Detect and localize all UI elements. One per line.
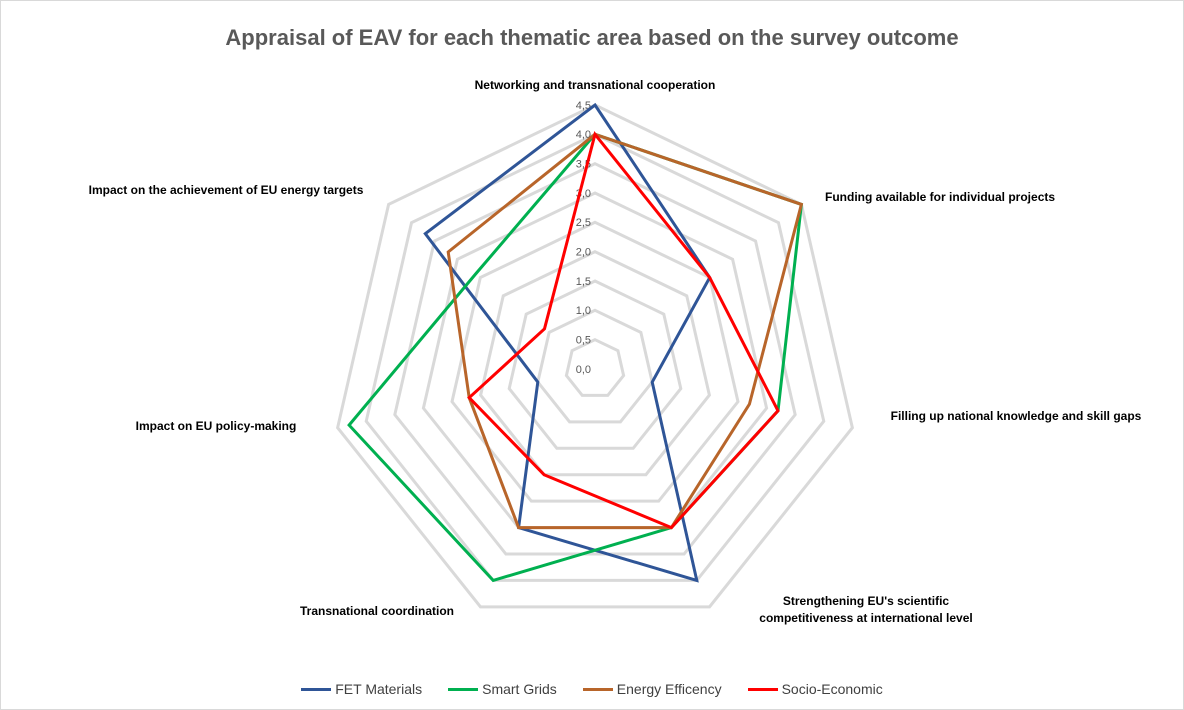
legend-label: Energy Efficency — [616, 681, 722, 697]
legend-swatch — [582, 687, 613, 691]
grid-ring — [536, 308, 654, 424]
legend: FET Materials Smart Grids Energy Efficency… — [1, 681, 1183, 697]
category-label: Impact on the achievement of EU energy t… — [88, 183, 364, 197]
category-label: Filling up national knowledge and skill … — [890, 409, 1142, 423]
grid-ring — [393, 162, 797, 556]
y-tick-label: 0,5 — [576, 335, 591, 347]
chart-title: Appraisal of EAV for each thematic area … — [225, 25, 959, 50]
legend-item: Smart Grids — [448, 681, 557, 697]
category-label: Transnational coordination — [299, 604, 454, 618]
legend-swatch — [747, 687, 778, 691]
series-line — [467, 131, 780, 530]
grid-ring — [564, 338, 626, 397]
y-tick-label: 0,0 — [576, 364, 591, 376]
legend-swatch — [448, 687, 479, 691]
grid-ring — [335, 103, 855, 609]
series-line — [446, 132, 804, 530]
grid-ring — [507, 279, 683, 450]
category-label: Strengthening EU's scientific competitiv… — [759, 594, 973, 625]
category-label: Networking and transnational cooperation — [474, 78, 716, 92]
grid-ring — [421, 191, 769, 530]
y-tick-label: 4,5 — [576, 100, 591, 112]
legend-item: FET Materials — [301, 681, 422, 697]
y-tick-label: 4,0 — [576, 129, 591, 141]
legend-label: Smart Grids — [482, 681, 557, 697]
legend-item: Energy Efficency — [582, 681, 722, 697]
legend-label: FET Materials — [335, 681, 423, 697]
y-tick-label: 1,5 — [576, 276, 591, 288]
series-line — [423, 102, 712, 583]
grid-ring — [364, 132, 826, 582]
category-label: Impact on EU policy-making — [135, 419, 297, 433]
legend-label: Socio-Economic — [781, 681, 883, 697]
legend-item: Socio-Economic — [747, 681, 883, 697]
y-tick-label: 1,0 — [576, 305, 591, 317]
y-tick-label: 2,0 — [576, 247, 591, 259]
y-tick-label: 2,5 — [576, 217, 591, 229]
legend-swatch — [301, 687, 332, 691]
category-label: Funding available for individual project… — [825, 190, 1056, 204]
grid-ring — [450, 220, 740, 503]
